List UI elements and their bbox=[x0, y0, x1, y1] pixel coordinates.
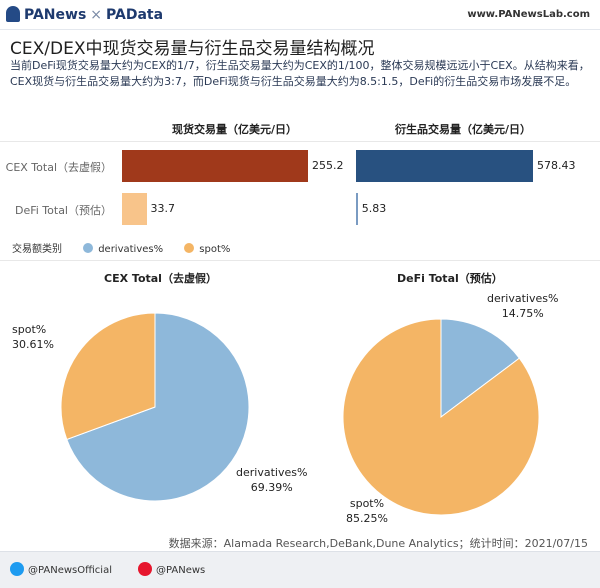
legend-derivatives-swatch bbox=[83, 243, 94, 253]
bar-value-derivatives-defi: 5.83 bbox=[361, 202, 387, 215]
page-title: CEX/DEX中现货交易量与衍生品交易量结构概况 bbox=[10, 39, 375, 59]
legend-spot-swatch bbox=[184, 243, 195, 253]
pie-label-defi-derivatives-value: 14.75% bbox=[501, 307, 544, 320]
bar-column-title-spot: 现货交易量（亿美元/日） bbox=[172, 123, 298, 136]
brand-logo: PANews × PAData bbox=[6, 6, 163, 23]
pie-label-cex-derivatives-value: 69.39% bbox=[250, 481, 293, 494]
pie-title-defi: DeFi Total（预估） bbox=[397, 272, 503, 285]
pie-cex-slice-spot bbox=[60, 312, 156, 441]
legend-title: 交易额类别 bbox=[12, 244, 62, 255]
chart-description: 当前DeFi现货交易量大约为CEX的1/7，衍生品交易量大约为CEX的1/100… bbox=[10, 59, 590, 88]
bar-derivatives-cex bbox=[356, 150, 533, 182]
weibo-handle: @PANews bbox=[138, 562, 205, 576]
data-source: 数据来源：Alamada Research,DeBank,Dune Analyt… bbox=[168, 537, 588, 550]
pie-label-defi-spot-value: 85.25% bbox=[346, 512, 388, 525]
bar-spot-cex bbox=[122, 150, 308, 182]
pie-label-defi-derivatives-name: derivatives% bbox=[487, 292, 559, 305]
pie-label-cex-derivatives-name: derivatives% bbox=[236, 466, 308, 479]
bar-column-title-derivatives: 衍生品交易量（亿美元/日） bbox=[395, 123, 532, 136]
twitter-handle-text: @PANewsOfficial bbox=[28, 565, 112, 576]
legend-divider bbox=[0, 260, 600, 261]
pie-label-cex-spot-value: 30.61% bbox=[12, 338, 54, 351]
panews-logo-icon bbox=[6, 6, 20, 22]
pie-label-defi-spot-name: spot% bbox=[349, 497, 385, 510]
bar-header-divider bbox=[0, 141, 600, 142]
brand-left: PANews bbox=[24, 7, 87, 23]
bar-derivatives-defi bbox=[356, 193, 358, 225]
pie-label-defi-spot: spot% 85.25% bbox=[346, 496, 388, 526]
brand-separator: × bbox=[90, 7, 103, 23]
footer-bar: @PANewsOfficial @PANews bbox=[0, 551, 600, 588]
pie-cex-slice-derivatives bbox=[66, 312, 250, 502]
bar-row-label-defi: DeFi Total（预估） bbox=[14, 204, 112, 217]
bar-value-spot-cex: 255.2 bbox=[312, 159, 344, 172]
twitter-icon bbox=[10, 562, 24, 576]
site-url: www.PANewsLab.com bbox=[467, 9, 590, 20]
bar-row-label-cex: CEX Total（去虚假） bbox=[5, 161, 112, 174]
bar-value-derivatives-cex: 578.43 bbox=[537, 159, 576, 172]
brand-right: PAData bbox=[106, 7, 164, 23]
legend-spot-label: spot% bbox=[199, 244, 231, 255]
legend: 交易额类别 derivatives% spot% bbox=[12, 240, 230, 255]
bar-spot-defi bbox=[122, 193, 147, 225]
pie-label-cex-spot: spot% 30.61% bbox=[12, 322, 54, 352]
pie-defi-slice-spot bbox=[342, 318, 540, 516]
pie-title-cex: CEX Total（去虚假） bbox=[104, 272, 217, 285]
pie-label-cex-spot-name: spot% bbox=[12, 323, 47, 336]
pie-defi-slice-derivatives bbox=[440, 318, 521, 419]
pie-label-defi-derivatives: derivatives% 14.75% bbox=[487, 291, 558, 321]
pie-charts bbox=[60, 312, 540, 516]
bar-value-spot-defi: 33.7 bbox=[150, 202, 176, 215]
weibo-icon bbox=[138, 562, 152, 576]
pie-label-cex-derivatives: derivatives% 69.39% bbox=[236, 465, 307, 495]
legend-derivatives-label: derivatives% bbox=[98, 244, 164, 255]
twitter-handle: @PANewsOfficial bbox=[10, 562, 112, 576]
header-bar: PANews × PAData www.PANewsLab.com bbox=[0, 0, 600, 30]
weibo-handle-text: @PANews bbox=[156, 565, 206, 576]
